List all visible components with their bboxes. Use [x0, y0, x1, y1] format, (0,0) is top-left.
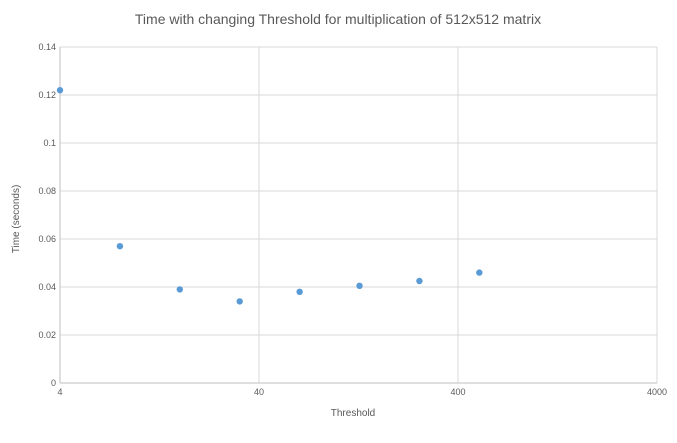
- tick-labels: 0 0.02 0.04 0.06 0.08 0.1 0.12 0.14 4 40 400 4000: [38, 42, 667, 397]
- y-tick-label: 0: [51, 378, 56, 388]
- data-point: [56, 87, 64, 94]
- axes: [59, 47, 657, 384]
- data-point: [116, 243, 124, 250]
- chart-title: Time with changing Threshold for multipl…: [135, 11, 541, 27]
- x-tick-label: 400: [450, 387, 465, 397]
- data-point: [416, 277, 423, 285]
- data-point: [176, 286, 184, 293]
- data-point: [296, 288, 303, 295]
- x-axis-label: Threshold: [331, 408, 375, 419]
- data-point: [476, 269, 483, 276]
- y-axis-label: Time (seconds): [11, 185, 22, 254]
- x-tick-label: 4000: [647, 387, 667, 397]
- x-tick-label: 40: [254, 387, 264, 397]
- gridlines: [60, 46, 658, 383]
- y-tick-label: 0.02: [38, 330, 56, 340]
- y-tick-label: 0.04: [38, 282, 56, 292]
- data-points: [56, 87, 483, 305]
- y-tick-label: 0.1: [43, 138, 56, 148]
- y-tick-label: 0.06: [38, 234, 56, 244]
- y-tick-label: 0.14: [38, 42, 56, 52]
- x-tick-label: 4: [57, 387, 62, 397]
- data-point: [236, 298, 243, 305]
- y-tick-label: 0.08: [38, 186, 56, 196]
- data-point: [356, 282, 363, 289]
- y-tick-label: 0.12: [38, 90, 56, 100]
